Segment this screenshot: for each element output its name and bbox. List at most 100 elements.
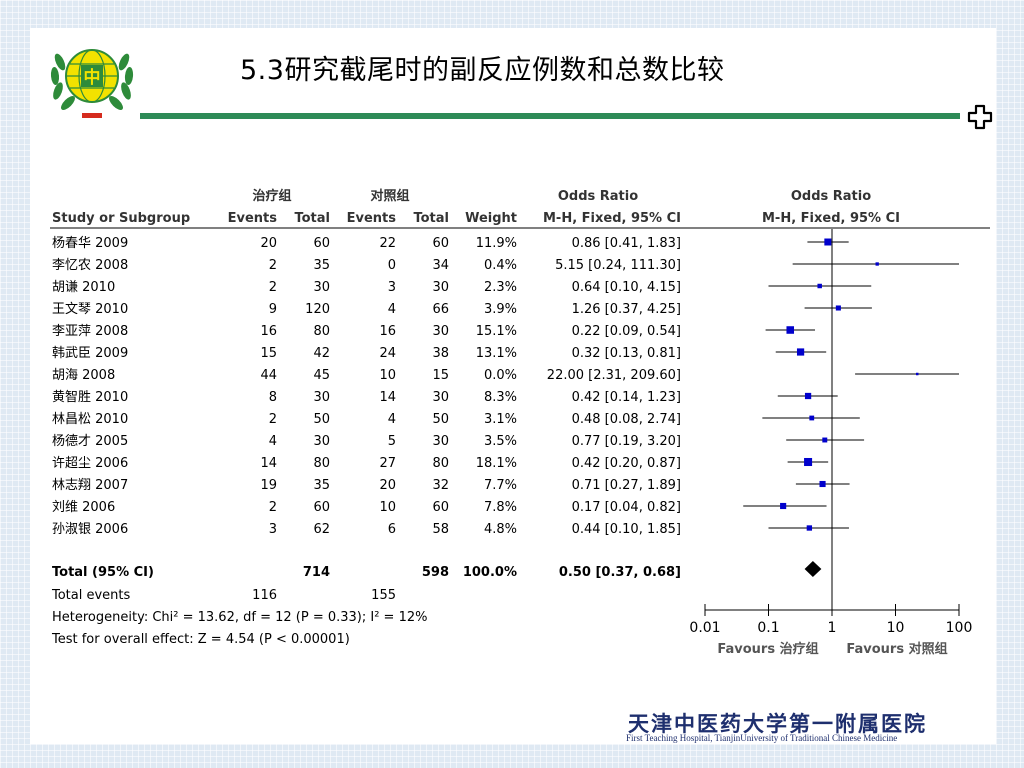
study-ci-text: 0.17 [0.04, 0.82]	[572, 500, 681, 515]
col-header-method: M-H, Fixed, 95% CI	[543, 211, 681, 226]
ctrl-total: 60	[432, 500, 449, 515]
treat-total: 60	[313, 500, 330, 515]
logo-red-bar	[82, 113, 102, 118]
treat-events: 20	[260, 236, 277, 251]
study-name: 孙淑银 2006	[52, 522, 128, 537]
point-estimate-square	[824, 238, 832, 246]
study-name: 李亚萍 2008	[52, 324, 128, 339]
treat-total: 42	[313, 346, 330, 361]
pooled-diamond	[804, 561, 822, 577]
ctrl-events: 4	[388, 302, 396, 317]
study-ci-text: 0.64 [0.10, 4.15]	[572, 280, 681, 295]
ctrl-events: 14	[379, 390, 396, 405]
study-weight: 11.9%	[476, 236, 517, 251]
point-estimate-square	[822, 437, 828, 443]
x-axis-tick-label: 1	[828, 620, 837, 636]
x-axis-tick-label: 100	[946, 620, 973, 636]
forest-plot: 治疗组 对照组 Odds Ratio Odds Ratio Study or Subgr…	[50, 188, 990, 657]
forest-header: 治疗组 对照组 Odds Ratio Odds Ratio Study or Subgr…	[50, 188, 990, 229]
point-estimate-square	[806, 525, 813, 531]
ctrl-events: 10	[379, 500, 396, 515]
treat-events: 4	[269, 434, 277, 449]
total-ci-text: 0.50 [0.37, 0.68]	[559, 565, 681, 580]
x-axis-tick-label: 0.1	[757, 620, 779, 636]
ctrl-events: 16	[379, 324, 396, 339]
ctrl-total: 15	[432, 368, 449, 383]
treat-events: 2	[269, 258, 277, 273]
x-axis-tick-label: 0.01	[689, 620, 720, 636]
treat-events: 2	[269, 500, 277, 515]
ctrl-events: 6	[388, 522, 396, 537]
treat-total: 30	[313, 390, 330, 405]
total-events-treat: 116	[252, 588, 277, 603]
study-ci-text: 0.32 [0.13, 0.81]	[572, 346, 681, 361]
ctrl-events: 4	[388, 412, 396, 427]
study-name: 胡谦 2010	[52, 280, 115, 295]
point-estimate-square	[835, 305, 841, 311]
study-ci-text: 0.22 [0.09, 0.54]	[572, 324, 681, 339]
study-weight: 13.1%	[476, 346, 517, 361]
heterogeneity-text: Heterogeneity: Chi² = 13.62, df = 12 (P …	[52, 610, 427, 625]
ctrl-events: 5	[388, 434, 396, 449]
point-estimate-square	[809, 415, 815, 421]
study-ci-text: 0.71 [0.27, 1.89]	[572, 478, 681, 493]
ctrl-events: 27	[379, 456, 396, 471]
header-odds-ratio: Odds Ratio	[558, 189, 638, 204]
point-estimate-square	[804, 457, 813, 467]
point-estimate-square	[819, 480, 826, 488]
treat-total: 120	[305, 302, 330, 317]
ctrl-total: 80	[432, 456, 449, 471]
study-weight: 15.1%	[476, 324, 517, 339]
study-name: 杨春华 2009	[52, 236, 128, 251]
cross-outline-icon	[967, 104, 993, 130]
ctrl-events: 10	[379, 368, 396, 383]
treat-total: 30	[313, 434, 330, 449]
slide: 中 5.3研究截尾时的副反应例数和总数比较 治疗组 对照组 Odds Ratio Od…	[30, 28, 996, 744]
study-ci-text: 22.00 [2.31, 209.60]	[547, 368, 681, 383]
total-events-ctrl: 155	[371, 588, 396, 603]
ctrl-events: 3	[388, 280, 396, 295]
total-label: Total (95% CI)	[52, 565, 154, 580]
study-ci-text: 0.42 [0.20, 0.87]	[572, 456, 681, 471]
ctrl-events: 22	[379, 236, 396, 251]
study-name: 王文琴 2010	[52, 302, 128, 317]
treat-total: 35	[313, 478, 330, 493]
favours-right-label: Favours 对照组	[846, 641, 947, 657]
ctrl-events: 20	[379, 478, 396, 493]
study-name: 李忆农 2008	[52, 257, 128, 273]
study-name: 黄智胜 2010	[52, 390, 128, 405]
col-header-treat-total: Total	[294, 211, 330, 226]
treat-events: 16	[260, 324, 277, 339]
col-header-method-plot: M-H, Fixed, 95% CI	[762, 211, 900, 226]
study-ci-text: 0.42 [0.14, 1.23]	[572, 390, 681, 405]
study-weight: 4.8%	[484, 522, 517, 537]
slide-title: 5.3研究截尾时的副反应例数和总数比较	[240, 55, 725, 86]
study-ci-text: 0.44 [0.10, 1.85]	[572, 522, 681, 537]
treat-events: 15	[260, 346, 277, 361]
forest-rows: 杨春华 2009 20 60 22 60 11.9% 0.86 [0.41, 1.83]李忆…	[52, 236, 681, 537]
study-name: 刘维 2006	[52, 500, 115, 515]
treat-events: 14	[260, 456, 277, 471]
point-estimate-square	[780, 502, 787, 510]
ctrl-events: 0	[388, 258, 396, 273]
ctrl-total: 50	[432, 412, 449, 427]
study-weight: 0.0%	[484, 368, 517, 383]
study-weight: 2.3%	[484, 280, 517, 295]
logo-character: 中	[84, 67, 101, 88]
point-estimate-square	[786, 326, 795, 334]
total-treat-total: 714	[303, 565, 330, 580]
treat-total: 30	[313, 280, 330, 295]
treat-events: 19	[260, 478, 277, 493]
x-axis-tick-label: 10	[887, 620, 905, 636]
study-ci-text: 1.26 [0.37, 4.25]	[572, 302, 681, 317]
title-underline-bar	[140, 113, 960, 119]
study-name: 胡海 2008	[52, 368, 115, 383]
ctrl-total: 60	[432, 236, 449, 251]
favours-left-label: Favours 治疗组	[717, 641, 818, 657]
treat-events: 3	[269, 522, 277, 537]
treat-events: 2	[269, 412, 277, 427]
treat-events: 9	[269, 302, 277, 317]
study-weight: 8.3%	[484, 390, 517, 405]
study-weight: 3.1%	[484, 412, 517, 427]
study-ci-text: 5.15 [0.24, 111.30]	[555, 258, 681, 273]
